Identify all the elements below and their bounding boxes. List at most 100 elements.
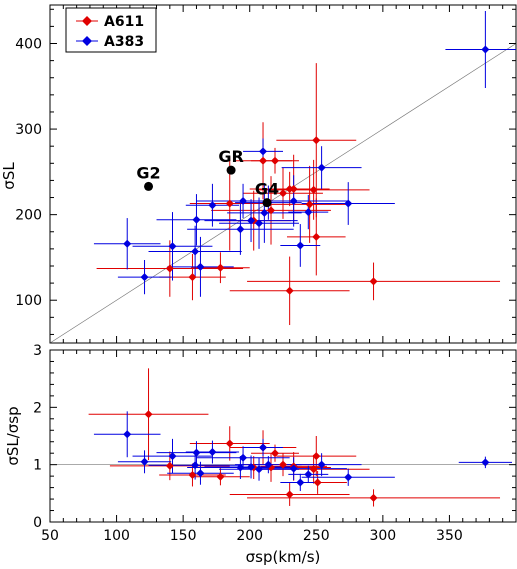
point-a383 — [264, 460, 273, 469]
point-a383 — [140, 273, 149, 282]
point-a383 — [196, 469, 205, 478]
point-a383 — [259, 443, 268, 452]
point-a383 — [296, 478, 305, 487]
point-a383 — [236, 225, 245, 234]
point-a383 — [289, 196, 298, 205]
point-a611 — [225, 199, 234, 208]
point-a383 — [123, 239, 132, 248]
annotation-label-gr: GR — [218, 147, 243, 166]
legend-label-a611: A611 — [104, 14, 144, 30]
point-a611 — [165, 461, 174, 470]
point-a383 — [191, 247, 200, 256]
point-a611 — [285, 286, 294, 295]
x-tick-label: 200 — [236, 528, 263, 544]
point-a383 — [196, 262, 205, 271]
point-a611 — [309, 465, 318, 474]
x-tick-label: 150 — [170, 528, 197, 544]
y-tick-label: 100 — [15, 293, 42, 309]
point-a383 — [236, 463, 245, 472]
point-a611 — [309, 185, 318, 194]
legend-box — [65, 7, 157, 53]
top-annotations: G2 GR G4 — [136, 147, 279, 208]
y-tick-label: 300 — [15, 122, 42, 138]
point-a611 — [225, 439, 234, 448]
legend-marker-a611 — [82, 16, 92, 26]
annotation-marker-g2 — [144, 181, 154, 191]
x-tick-label: 50 — [41, 528, 59, 544]
point-a383 — [191, 461, 200, 470]
point-a611 — [312, 136, 321, 145]
y-tick-label: 1 — [33, 458, 42, 474]
top-ticks: 100 200 300 400 — [15, 5, 517, 343]
point-a383 — [317, 460, 326, 469]
point-a611 — [285, 490, 294, 499]
point-a383 — [344, 473, 353, 482]
point-a611 — [144, 410, 153, 419]
point-a383 — [255, 219, 264, 228]
point-a383 — [208, 448, 217, 457]
point-a611 — [313, 478, 322, 487]
point-a611 — [271, 156, 280, 165]
top-markers — [123, 45, 490, 295]
x-tick-label: 250 — [303, 528, 330, 544]
point-a383 — [239, 196, 248, 205]
point-a611 — [259, 156, 268, 165]
top-panel: 100 200 300 400 G2 GR G4 A611 A383 σSL — [0, 4, 517, 344]
annotation-label-g2: G2 — [136, 163, 160, 182]
bottom-markers — [123, 410, 490, 502]
point-a611 — [216, 472, 225, 481]
point-a383 — [247, 216, 256, 225]
x-axis-label: σsp(km/s) — [246, 548, 321, 566]
point-a611 — [305, 200, 314, 209]
point-a611 — [312, 452, 321, 461]
y-tick-label: 3 — [33, 343, 42, 359]
point-a383 — [168, 242, 177, 251]
point-a383 — [140, 457, 149, 466]
point-a611 — [369, 277, 378, 286]
point-a383 — [208, 201, 217, 210]
top-plot-frame — [49, 4, 517, 344]
annotation-marker-g4 — [262, 198, 272, 208]
legend-entry-a611: A611 — [76, 14, 144, 30]
x-tick-label: 350 — [436, 528, 463, 544]
annotation-label-g4: G4 — [255, 180, 279, 199]
point-a611 — [279, 189, 287, 198]
point-a611 — [289, 184, 298, 193]
x-tick-label: 300 — [369, 528, 396, 544]
point-a383 — [260, 208, 269, 217]
point-a383 — [247, 462, 256, 471]
point-a383 — [192, 448, 201, 457]
legend-marker-a383 — [82, 36, 92, 46]
point-a611 — [312, 232, 321, 241]
point-a383 — [168, 452, 177, 461]
point-a383 — [123, 430, 132, 439]
point-a611 — [188, 470, 197, 479]
y-tick-label: 200 — [15, 208, 42, 224]
point-a383 — [296, 241, 305, 250]
point-a611 — [188, 273, 197, 282]
point-a383 — [192, 215, 201, 224]
point-a383 — [259, 147, 268, 156]
annotation-marker-gr — [226, 165, 236, 175]
point-a383 — [481, 458, 490, 467]
point-a383 — [255, 465, 264, 474]
x-tick-label: 100 — [103, 528, 130, 544]
bottom-y-axis-label: σSL/σsp — [4, 406, 22, 465]
point-a611 — [165, 264, 174, 273]
bottom-plot-frame — [49, 349, 517, 523]
point-a611 — [279, 460, 287, 469]
point-a383 — [344, 199, 353, 208]
y-tick-label: 0 — [33, 515, 42, 531]
top-y-axis-label: σSL — [0, 162, 18, 190]
point-a383 — [481, 45, 490, 54]
point-a383 — [304, 208, 313, 217]
legend: A611 A383 — [65, 7, 157, 53]
legend-entry-a383: A383 — [76, 34, 144, 50]
y-tick-label: 400 — [15, 37, 42, 53]
legend-label-a383: A383 — [104, 34, 144, 50]
point-a383 — [289, 464, 298, 473]
point-a611 — [267, 206, 276, 215]
